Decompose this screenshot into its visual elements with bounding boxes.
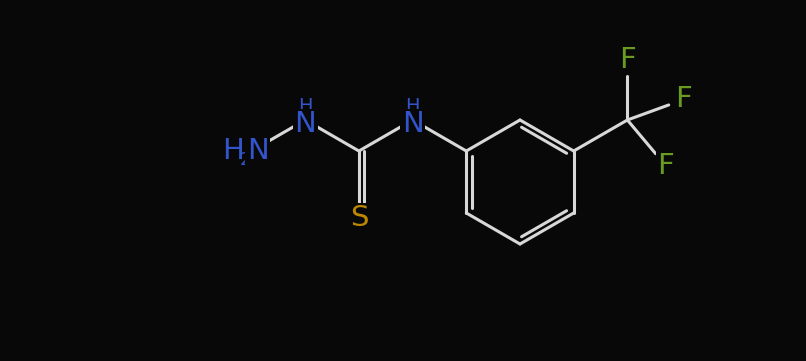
Text: H: H [222,137,244,165]
Text: H: H [405,97,420,117]
Text: 2: 2 [239,151,251,169]
Text: F: F [619,46,636,74]
Text: N: N [401,110,423,138]
Text: N: N [247,137,268,165]
Text: F: F [658,152,675,180]
Text: N: N [294,110,316,138]
Text: H: H [298,97,313,117]
Text: S: S [350,204,368,232]
Text: F: F [675,86,692,113]
